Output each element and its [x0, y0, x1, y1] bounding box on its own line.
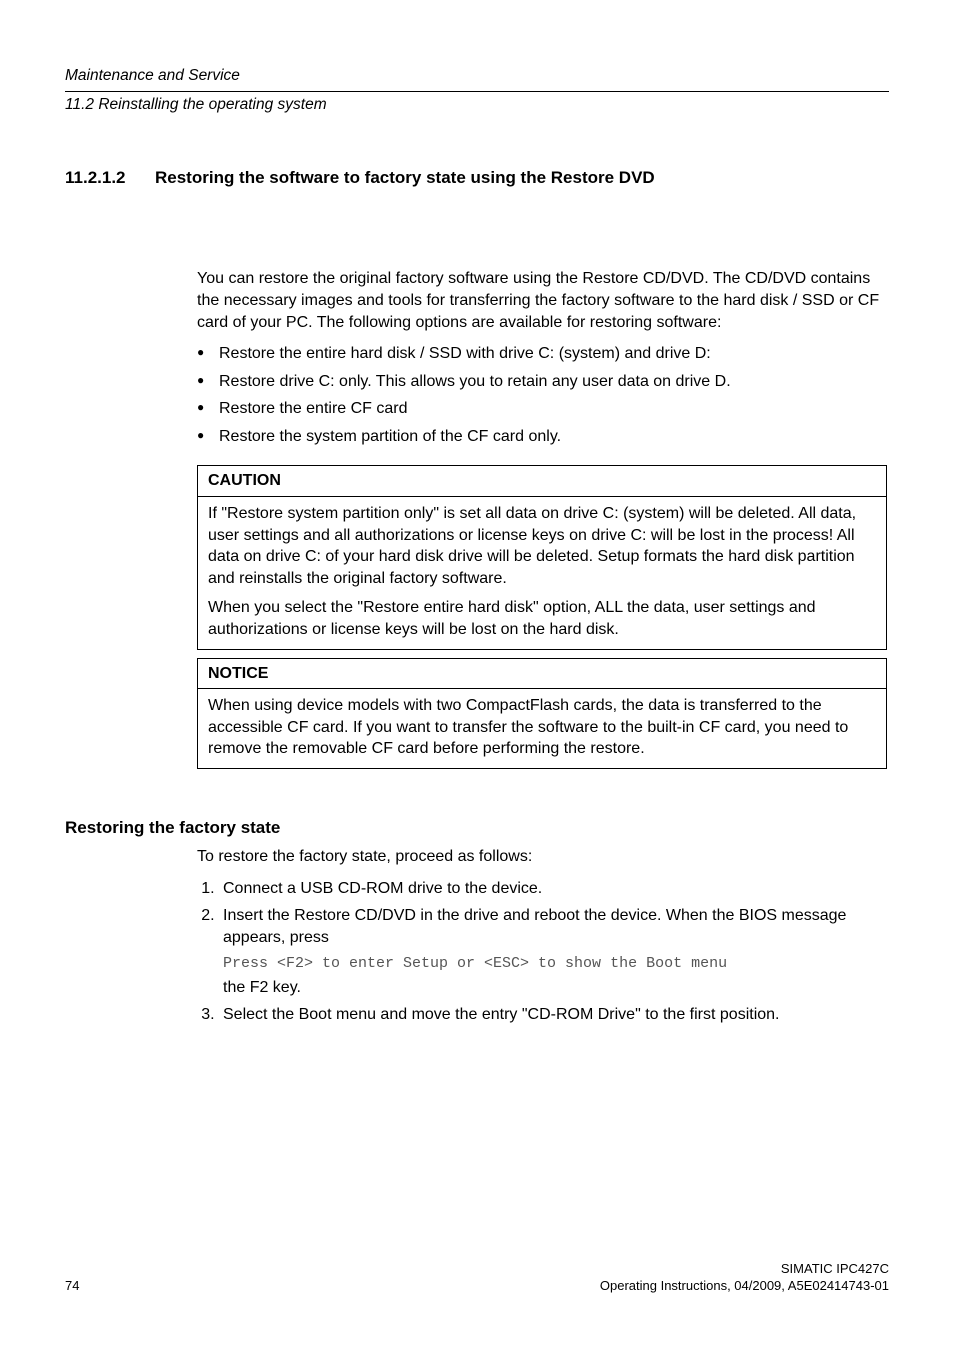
- step-item: Select the Boot menu and move the entry …: [219, 1004, 887, 1026]
- step-text: Insert the Restore CD/DVD in the drive a…: [223, 907, 846, 946]
- caution-paragraph: If "Restore system partition only" is se…: [208, 503, 876, 589]
- list-item: Restore the entire hard disk / SSD with …: [197, 343, 887, 365]
- step-item: Insert the Restore CD/DVD in the drive a…: [219, 905, 887, 998]
- step-monospace: Press <F2> to enter Setup or <ESC> to sh…: [223, 954, 887, 974]
- page-number: 74: [65, 1277, 79, 1295]
- running-header-title: Maintenance and Service: [65, 65, 889, 89]
- notice-body: When using device models with two Compac…: [197, 688, 887, 769]
- footer-right: SIMATIC IPC427C Operating Instructions, …: [600, 1261, 889, 1295]
- step-text: the F2 key.: [223, 979, 301, 996]
- list-item: Restore the entire CF card: [197, 398, 887, 420]
- running-header-rule: [65, 91, 889, 92]
- caution-paragraph: When you select the "Restore entire hard…: [208, 597, 876, 640]
- section-number: 11.2.1.2: [65, 167, 155, 190]
- restore-intro: To restore the factory state, proceed as…: [197, 846, 887, 868]
- body-block: You can restore the original factory sof…: [197, 268, 887, 769]
- footer-product: SIMATIC IPC427C: [600, 1261, 889, 1278]
- section-title: Restoring the software to factory state …: [155, 168, 655, 187]
- section-heading: 11.2.1.2Restoring the software to factor…: [65, 167, 889, 190]
- notice-paragraph: When using device models with two Compac…: [208, 695, 876, 760]
- list-item: Restore the system partition of the CF c…: [197, 426, 887, 448]
- caution-label: CAUTION: [197, 465, 887, 496]
- running-header-subtitle: 11.2 Reinstalling the operating system: [65, 94, 889, 116]
- options-list: Restore the entire hard disk / SSD with …: [197, 343, 887, 447]
- notice-box: NOTICE When using device models with two…: [197, 658, 887, 769]
- running-header: Maintenance and Service 11.2 Reinstallin…: [65, 65, 889, 115]
- notice-label: NOTICE: [197, 658, 887, 689]
- caution-box: CAUTION If "Restore system partition onl…: [197, 465, 887, 649]
- intro-paragraph: You can restore the original factory sof…: [197, 268, 887, 333]
- page: Maintenance and Service 11.2 Reinstallin…: [0, 0, 954, 1350]
- restore-heading: Restoring the factory state: [65, 817, 889, 840]
- caution-body: If "Restore system partition only" is se…: [197, 496, 887, 650]
- list-item: Restore drive C: only. This allows you t…: [197, 371, 887, 393]
- steps-list: Connect a USB CD-ROM drive to the device…: [197, 878, 887, 1026]
- restore-block: To restore the factory state, proceed as…: [197, 846, 887, 1026]
- footer-docline: Operating Instructions, 04/2009, A5E0241…: [600, 1278, 889, 1295]
- step-item: Connect a USB CD-ROM drive to the device…: [219, 878, 887, 900]
